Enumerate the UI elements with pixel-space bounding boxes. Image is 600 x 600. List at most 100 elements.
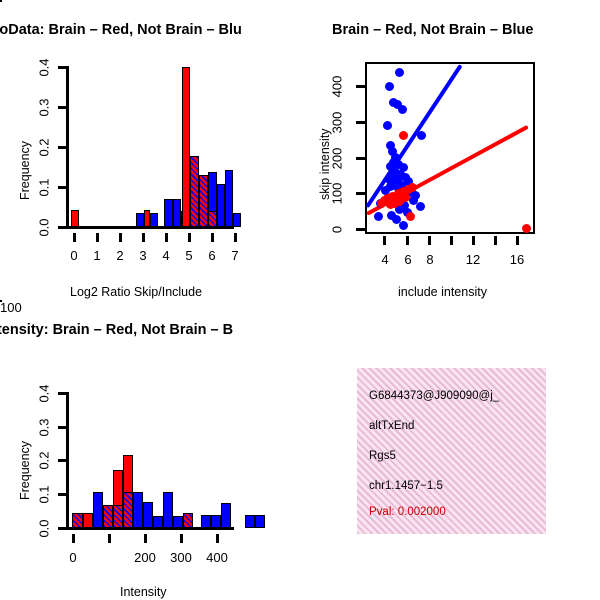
bar-overlap <box>208 211 217 227</box>
scatter-point <box>381 186 390 195</box>
ratio-y-ticklabel-0.1: 0.1 <box>36 178 52 197</box>
bar-overlap <box>113 505 123 528</box>
bar-blue <box>225 170 233 227</box>
ratio-y-tick-0.0 <box>58 226 67 229</box>
scatter-point <box>383 121 392 130</box>
info-line-locus: chr1.1457−1.5 <box>369 480 443 492</box>
scatter-y-tick-300 <box>356 121 365 124</box>
int-x-ticklabel-0: 0 <box>69 550 77 565</box>
info-line-gene-symbol: Rgs5 <box>369 450 396 462</box>
ratio-x-tick <box>96 233 99 242</box>
bar-red <box>0 0 2 2</box>
ratio-y-ticklabel-0.0: 0.0 <box>36 218 52 237</box>
panel-ratio-histogram: RatioData: Brain – Red, Not Brain – Blu … <box>0 0 300 300</box>
bar-blue <box>201 515 211 528</box>
scatter-point <box>406 212 415 221</box>
scatter-point-outlier <box>522 224 531 233</box>
scatter-y-ticklabel-300: 300 <box>329 111 345 134</box>
scatter-point <box>394 184 403 193</box>
ratio-histogram-yaxis <box>66 66 69 226</box>
bar-red <box>0 300 2 302</box>
ratio-x-ticklabel-5: 5 <box>185 248 193 263</box>
scatter-x-tick-14 <box>494 236 497 245</box>
scatter-point <box>395 68 404 77</box>
scatter-point <box>386 182 395 191</box>
ratio-x-ticklabel-4: 4 <box>162 248 170 263</box>
ratio-histogram-ylabel: Frequency <box>18 140 32 200</box>
scatter-point <box>385 82 394 91</box>
scatter-x-ticklabel-16: 16 <box>509 252 525 267</box>
panel-scatter: Brain – Red, Not Brain – Blue skip inten… <box>300 0 600 300</box>
scatter-point <box>399 131 408 140</box>
bar-blue <box>136 213 144 227</box>
scatter-point <box>388 147 397 156</box>
intensity-histogram-title: ne Itensity: Brain – Red, Not Brain – B <box>0 322 234 338</box>
scatter-x-ticklabel-8: 8 <box>426 252 434 267</box>
ratio-histogram-title: RatioData: Brain – Red, Not Brain – Blu <box>0 22 242 38</box>
scatter-point <box>391 153 400 162</box>
scatter-xlabel: include intensity <box>398 285 487 299</box>
scatter-y-ticklabel-200: 200 <box>329 147 345 170</box>
scatter-point <box>398 105 407 114</box>
int-y-ticklabel-0.4: 0.4 <box>36 384 52 403</box>
int-y-tick-0.2 <box>58 459 67 462</box>
panel-intensity-histogram: ne Itensity: Brain – Red, Not Brain – B … <box>0 300 300 600</box>
int-x-tick-300 <box>180 534 183 543</box>
scatter-x-tick-6 <box>406 236 409 245</box>
bar-blue <box>217 184 225 227</box>
scatter-x-ticklabel-4: 4 <box>381 252 389 267</box>
ratio-x-ticklabel-7: 7 <box>231 248 239 263</box>
bar-blue <box>163 492 173 528</box>
scatter-point <box>388 192 397 201</box>
ratio-x-tick <box>119 233 122 242</box>
int-x-ticklabel-300: 300 <box>170 550 192 565</box>
int-y-tick-0.0 <box>58 527 67 530</box>
scatter-x-ticklabel-6: 6 <box>404 252 412 267</box>
scatter-point <box>404 177 413 186</box>
bar-blue <box>173 199 181 227</box>
gene-info-box: G6844373@J909090@j_ altTxEnd Rgs5 chr1.1… <box>357 368 546 534</box>
bar-blue <box>153 516 163 528</box>
scatter-point <box>395 205 404 214</box>
scatter-y-tick-0 <box>356 228 365 231</box>
ratio-histogram-xlabel: Log2 Ratio Skip/Include <box>70 285 203 299</box>
bar-blue <box>164 199 173 227</box>
scatter-point <box>399 187 408 196</box>
int-y-ticklabel-0.1: 0.1 <box>36 485 52 504</box>
scatter-y-tick-400 <box>356 85 365 88</box>
ratio-x-ticklabel-1: 1 <box>93 248 101 263</box>
bar-blue <box>133 492 143 528</box>
ratio-x-tick <box>188 233 191 242</box>
int-x-tick-0 <box>72 534 75 543</box>
scatter-point <box>393 100 402 109</box>
scatter-y-ticklabel-0: 0 <box>329 225 345 234</box>
int-y-ticklabel-0.0: 0.0 <box>36 519 52 538</box>
bar-overlap <box>199 175 208 227</box>
int-x-ticklabel-400: 400 <box>206 550 228 565</box>
scatter-point <box>401 193 410 202</box>
ratio-x-ticklabel-3: 3 <box>139 248 147 263</box>
scatter-point <box>395 197 404 206</box>
bar-blue <box>245 515 255 528</box>
bar-blue <box>233 213 241 227</box>
ratio-x-tick <box>211 233 214 242</box>
scatter-point <box>385 175 394 184</box>
bar-overlap <box>72 513 83 528</box>
scatter-y-ticklabel-100: 100 <box>329 182 345 205</box>
scatter-point <box>399 163 408 172</box>
ratio-y-ticklabel-0.2: 0.2 <box>36 138 52 157</box>
int-x-ticklabel-100: 100 <box>0 300 22 315</box>
int-x-ticklabel-200: 200 <box>134 550 156 565</box>
ratio-histogram-baseline <box>66 226 234 229</box>
bar-red <box>71 210 79 227</box>
bar-overlap <box>123 492 133 528</box>
scatter-point <box>396 170 405 179</box>
ratio-x-tick <box>73 233 76 242</box>
scatter-y-ticklabel-400: 400 <box>329 75 345 98</box>
bar-blue <box>93 492 103 528</box>
ratio-x-tick <box>142 233 145 242</box>
bar-blue <box>211 515 221 528</box>
bar-overlap <box>190 156 199 227</box>
scatter-point <box>392 215 401 224</box>
